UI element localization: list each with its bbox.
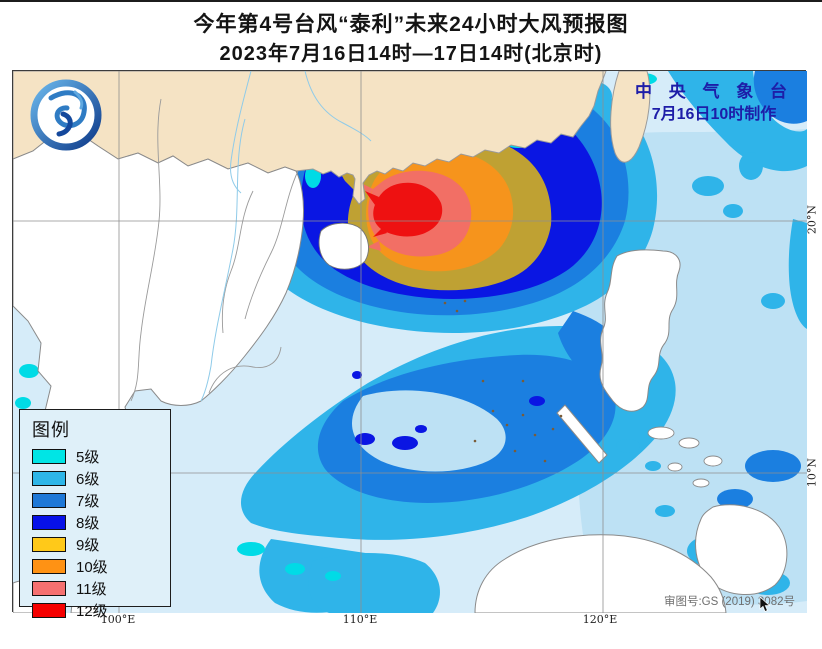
legend-swatch-9 (32, 537, 66, 552)
legend-row: 9级 (32, 534, 170, 555)
map-license-number: 审图号:GS (2019) 3082号 (663, 596, 795, 608)
land-hainan (318, 222, 369, 270)
cma-logo (30, 79, 102, 151)
land-taiwan (610, 71, 651, 163)
map-title-line1: 今年第4号台风“泰利”未来24小时大风预报图 (193, 13, 629, 36)
legend-swatch-8 (32, 515, 66, 530)
land-luzon (599, 249, 681, 412)
country-borders (130, 98, 299, 402)
window-top-border (0, 0, 822, 2)
issue-time: 7月16日10时制作 (651, 105, 777, 123)
legend-title: 图例 (32, 420, 70, 440)
mouse-cursor (759, 597, 771, 612)
wind-field-level-12 (365, 182, 443, 237)
legend-swatch-7 (32, 493, 66, 508)
legend-row: 11级 (32, 578, 170, 599)
legend-label-10: 10级 (76, 559, 108, 576)
x-tick-110e: 110°E (342, 613, 378, 626)
legend-label-8: 8级 (76, 515, 100, 532)
legend-swatch-10 (32, 559, 66, 574)
y-tick-10n: 10°N (805, 457, 819, 488)
legend-row: 8级 (32, 512, 170, 533)
reef-dots (443, 299, 563, 463)
land-borneo (474, 534, 727, 613)
y-tick-20n: 20°N (805, 204, 819, 235)
legend-row: 6级 (32, 468, 170, 489)
legend-label-7: 7级 (76, 493, 100, 510)
legend-label-6: 6级 (76, 471, 100, 488)
legend-label-12: 12级 (76, 603, 108, 620)
legend-row: 12级 (32, 600, 170, 621)
forecast-map: 中 央 气 象 台 7月16日10时制作 图例 5级 6级 7级 8级 (12, 70, 807, 620)
x-tick-100e: 100°E (100, 613, 136, 626)
agency-credit: 中 央 气 象 台 7月16日10时制作 (625, 81, 803, 126)
legend-swatch-6 (32, 471, 66, 486)
calm-gap-patch (351, 390, 506, 472)
x-tick-120e: 120°E (582, 613, 618, 626)
land-palawan (556, 404, 608, 464)
legend-row: 10级 (32, 556, 170, 577)
legend-swatch-12 (32, 603, 66, 618)
legend-swatch-5 (32, 449, 66, 464)
legend-box: 图例 5级 6级 7级 8级 9级 10级 (19, 409, 171, 620)
map-title-line2: 2023年7月16日14时—17日14时(北京时) (219, 43, 603, 65)
legend-label-9: 9级 (76, 537, 100, 554)
legend-label-11: 11级 (76, 581, 107, 598)
legend-row: 7级 (32, 490, 170, 511)
legend-swatch-11 (32, 581, 66, 596)
land-visayas (647, 426, 723, 488)
legend-label-5: 5级 (76, 449, 100, 466)
rivers (200, 71, 372, 402)
legend-row: 5级 (32, 446, 170, 467)
agency-name: 中 央 气 象 台 (635, 82, 793, 101)
